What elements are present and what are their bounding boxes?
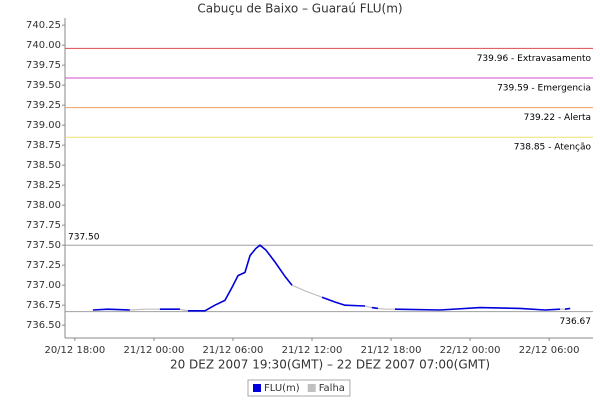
legend-label: Falha: [319, 383, 345, 394]
x-tick-label: 21/12 18:00: [361, 345, 422, 356]
y-tick-label: 738.75: [26, 140, 61, 151]
threshold-label: 737.50: [68, 233, 100, 243]
x-tick-label: 21/12 06:00: [203, 345, 264, 356]
y-tick-label: 739.50: [26, 80, 61, 91]
y-tick-label: 738.25: [26, 180, 61, 191]
x-tick-label: 22/12 06:00: [519, 345, 580, 356]
x-tick-label: 22/12 00:00: [440, 345, 501, 356]
x-tick-label: 21/12 00:00: [124, 345, 185, 356]
legend-swatch: [253, 384, 261, 392]
x-axis-title: 20 DEZ 2007 19:30(GMT) – 22 DEZ 2007 07:…: [170, 358, 490, 372]
y-tick-label: 738.50: [26, 160, 61, 171]
x-tick-label: 21/12 12:00: [282, 345, 343, 356]
y-tick-label: 737.00: [26, 280, 61, 291]
threshold-label: 738.85 - Atenção: [514, 143, 592, 153]
y-tick-label: 740.25: [26, 20, 61, 31]
threshold-label: 736.67: [560, 317, 592, 327]
y-tick-label: 737.75: [26, 220, 61, 231]
threshold-label: 739.96 - Extravasamento: [477, 54, 592, 64]
chart-title: Cabuçu de Baixo – Guaraú FLU(m): [197, 2, 402, 16]
threshold-label: 739.59 - Emergencia: [497, 84, 591, 94]
legend-swatch: [307, 384, 316, 392]
y-tick-label: 738.00: [26, 200, 61, 211]
threshold-label: 739.22 - Alerta: [524, 113, 591, 123]
y-tick-label: 739.25: [26, 100, 61, 111]
y-tick-label: 736.50: [26, 320, 61, 331]
y-tick-label: 736.75: [26, 300, 61, 311]
y-tick-label: 739.75: [26, 60, 61, 71]
y-tick-label: 737.25: [26, 260, 61, 271]
x-tick-label: 20/12 18:00: [44, 345, 105, 356]
y-tick-label: 739.00: [26, 120, 61, 131]
legend-label: FLU(m): [264, 383, 300, 394]
data-line: [92, 244, 571, 312]
y-tick-label: 740.00: [26, 40, 61, 51]
y-tick-label: 737.50: [26, 240, 61, 251]
legend-box: [247, 379, 351, 397]
